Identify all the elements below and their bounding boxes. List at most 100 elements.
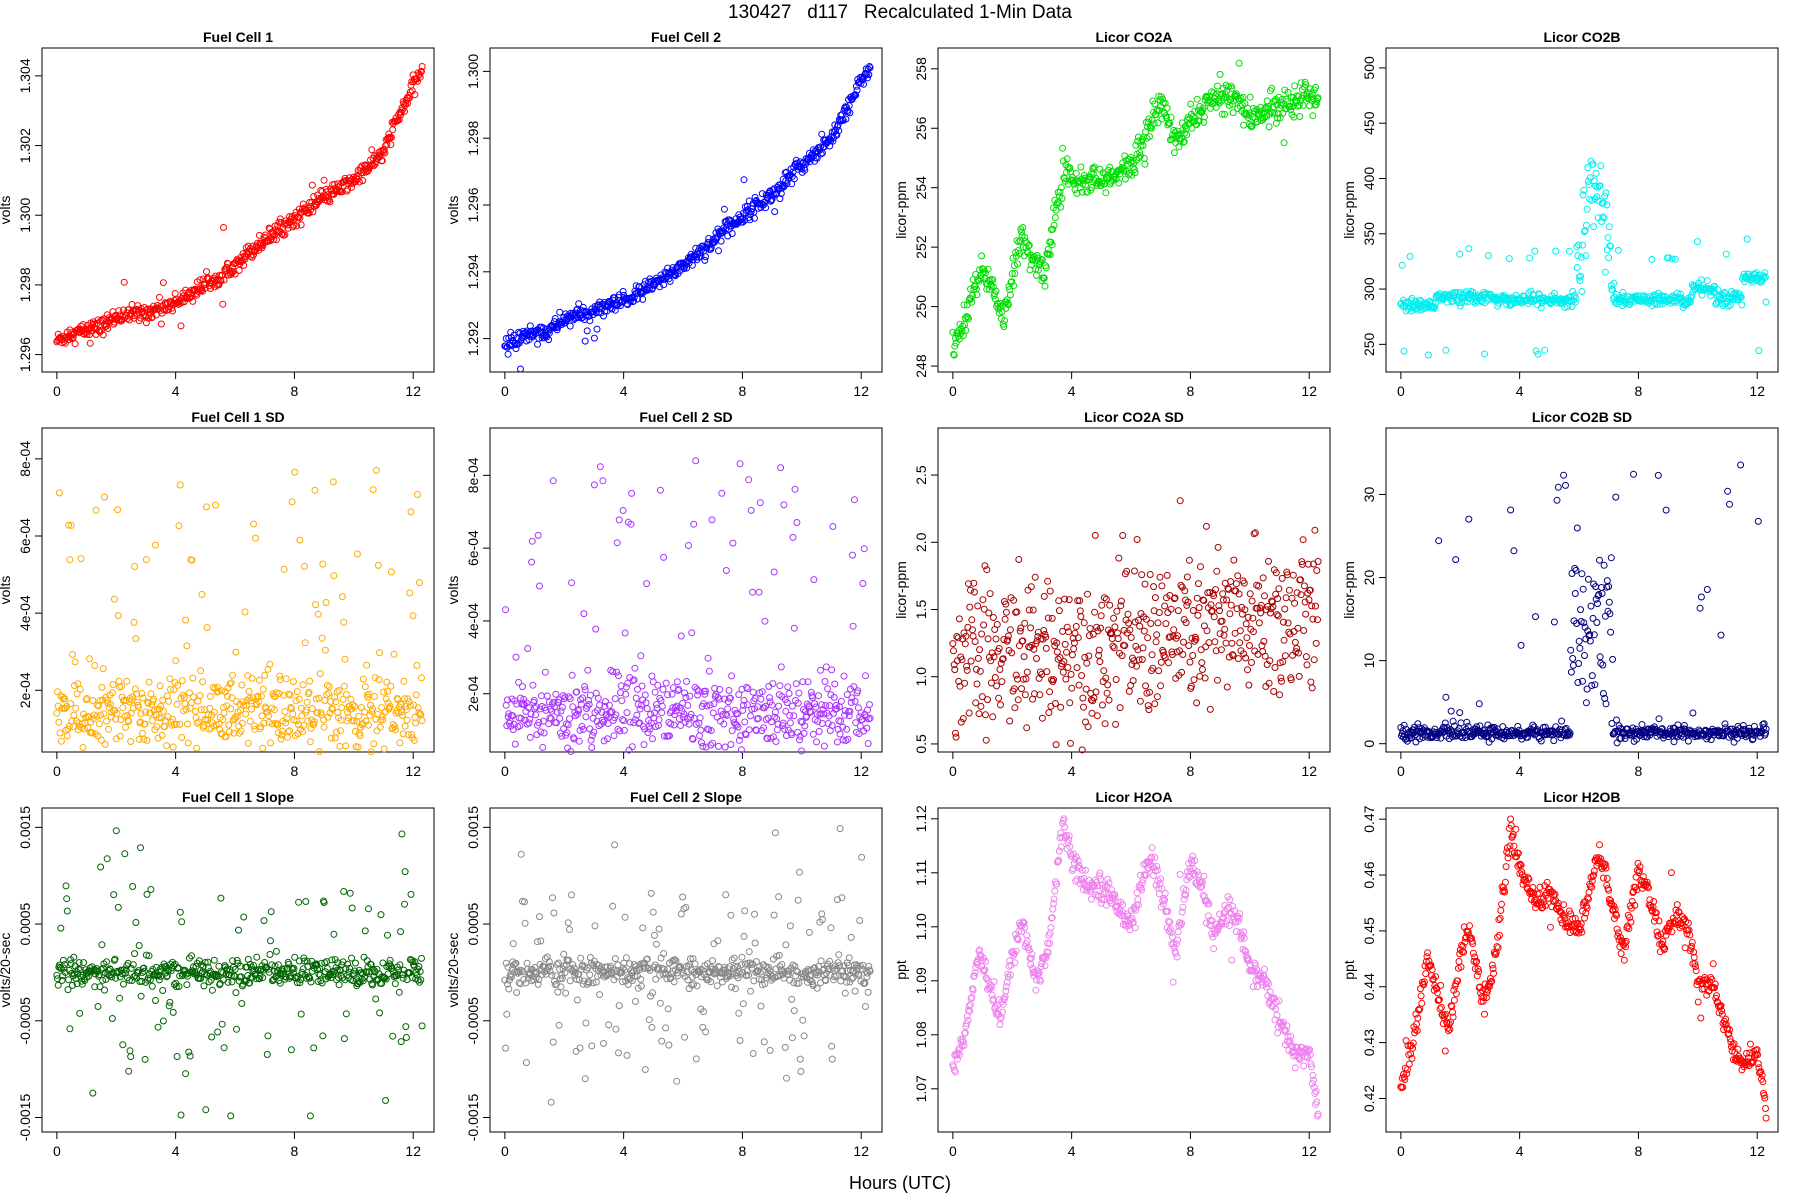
data-point xyxy=(272,947,280,955)
data-point xyxy=(655,716,663,724)
data-point xyxy=(755,588,763,596)
data-point xyxy=(710,700,718,708)
data-point xyxy=(997,701,1004,709)
data-point xyxy=(70,711,78,719)
data-point xyxy=(1596,556,1603,564)
data-point xyxy=(1189,607,1197,614)
data-point xyxy=(183,981,191,989)
data-point xyxy=(1593,619,1601,626)
data-point xyxy=(1077,163,1085,171)
data-point xyxy=(235,266,243,274)
data-point xyxy=(1210,613,1218,621)
data-point xyxy=(128,301,136,308)
data-point xyxy=(968,616,976,624)
data-point xyxy=(200,982,208,990)
data-point xyxy=(619,288,627,295)
data-point xyxy=(387,568,395,576)
data-point xyxy=(543,692,551,700)
data-point xyxy=(255,676,263,684)
plot-frame xyxy=(1385,427,1779,753)
data-point xyxy=(1278,677,1285,685)
data-point xyxy=(1246,590,1254,598)
data-point xyxy=(1684,737,1692,745)
data-point xyxy=(596,463,604,471)
data-point xyxy=(564,721,572,729)
data-point xyxy=(1662,506,1670,514)
data-point xyxy=(1075,681,1083,689)
x-tick-label: 12 xyxy=(1749,763,1765,779)
data-point xyxy=(282,675,290,683)
data-point xyxy=(1150,583,1157,591)
data-point xyxy=(105,725,112,733)
data-point xyxy=(1607,628,1615,636)
data-point xyxy=(785,690,793,697)
data-point xyxy=(1064,664,1072,671)
data-point xyxy=(1228,639,1236,647)
data-point xyxy=(290,221,298,229)
data-point xyxy=(668,690,676,698)
data-point xyxy=(1442,346,1450,354)
data-point xyxy=(690,714,698,722)
data-point xyxy=(961,640,969,648)
data-point xyxy=(237,253,245,261)
data-point xyxy=(281,708,289,715)
data-point xyxy=(1104,681,1112,689)
data-point xyxy=(586,725,594,733)
data-point xyxy=(1579,241,1586,249)
data-point xyxy=(1255,582,1263,590)
data-point xyxy=(993,682,1001,690)
y-tick-label: 4e-04 xyxy=(465,603,481,639)
data-point xyxy=(643,580,651,588)
data-point xyxy=(1285,586,1293,594)
data-point xyxy=(1573,524,1581,532)
data-point xyxy=(1048,241,1056,249)
data-point xyxy=(368,146,376,154)
data-point xyxy=(157,320,165,328)
data-point xyxy=(202,1106,210,1114)
data-point xyxy=(630,297,638,305)
data-point xyxy=(1457,719,1465,727)
y-tick-label: 248 xyxy=(913,354,929,378)
data-point xyxy=(788,702,796,710)
data-point xyxy=(1050,221,1058,229)
data-point xyxy=(1447,707,1455,715)
data-point xyxy=(853,86,861,94)
data-point xyxy=(770,568,778,576)
data-point xyxy=(656,283,664,291)
data-point xyxy=(958,327,966,335)
data-point xyxy=(248,705,256,713)
data-point xyxy=(329,478,337,486)
data-point xyxy=(193,744,201,752)
data-point xyxy=(1203,627,1211,635)
data-point xyxy=(69,651,76,658)
data-point xyxy=(1655,715,1663,723)
data-point xyxy=(613,302,621,310)
data-point xyxy=(526,733,534,741)
data-point xyxy=(685,542,692,549)
data-point xyxy=(1006,626,1014,634)
data-point xyxy=(177,322,185,330)
data-point xyxy=(1202,522,1210,530)
data-point xyxy=(670,270,678,278)
data-point xyxy=(62,882,70,890)
data-point xyxy=(335,687,343,694)
data-point xyxy=(1587,602,1595,610)
data-point xyxy=(677,632,685,640)
data-point xyxy=(215,281,223,289)
data-point xyxy=(1044,577,1052,585)
panel-0: Fuel Cell 10 4 8 121.2961.2981.3001.3021.30… xyxy=(0,29,435,399)
data-point xyxy=(409,612,417,620)
y-tick-label: 2.5 xyxy=(913,465,929,485)
data-point xyxy=(1131,567,1138,575)
data-point xyxy=(1129,677,1137,685)
data-point xyxy=(973,680,981,688)
x-tick-label: 0 xyxy=(501,763,509,779)
data-point xyxy=(951,342,959,350)
data-point xyxy=(120,278,128,286)
data-point xyxy=(264,1032,272,1040)
data-point xyxy=(182,1070,190,1078)
data-point xyxy=(1139,644,1147,652)
data-point xyxy=(56,489,63,497)
data-point xyxy=(1275,585,1283,593)
